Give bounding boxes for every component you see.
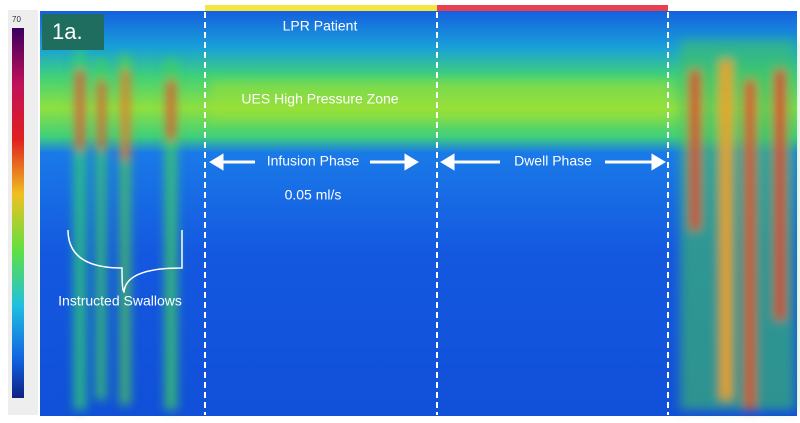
swallows-label: Instructed Swallows <box>58 293 182 309</box>
title: LPR Patient <box>283 18 358 34</box>
dwell-bar <box>437 5 668 11</box>
colorbar <box>12 28 24 398</box>
panel-box <box>42 14 104 50</box>
swallow-traces <box>74 40 795 410</box>
scale-max: 70 <box>12 15 21 24</box>
arrows <box>209 153 666 171</box>
panel-label: 1a. <box>52 19 83 44</box>
phase-dividers <box>204 12 669 415</box>
zone-label: UES High Pressure Zone <box>241 91 398 107</box>
phase-2-label: Dwell Phase <box>514 153 592 169</box>
phase-1-label: Infusion Phase <box>267 153 360 169</box>
supine-bar <box>205 5 437 11</box>
swallow-brace <box>67 229 183 293</box>
infusion-rate: 0.05 ml/s <box>285 187 342 203</box>
